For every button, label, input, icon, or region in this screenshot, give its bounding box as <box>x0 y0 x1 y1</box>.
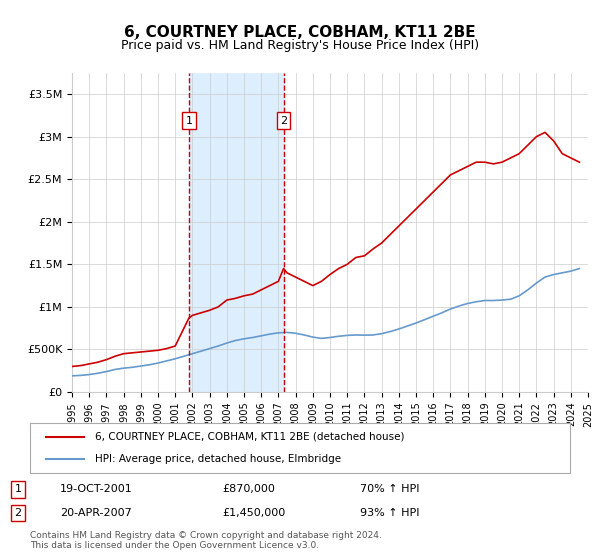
Text: 93% ↑ HPI: 93% ↑ HPI <box>360 508 419 518</box>
Text: 6, COURTNEY PLACE, COBHAM, KT11 2BE (detached house): 6, COURTNEY PLACE, COBHAM, KT11 2BE (det… <box>95 432 404 442</box>
Text: Contains HM Land Registry data © Crown copyright and database right 2024.
This d: Contains HM Land Registry data © Crown c… <box>30 530 382 550</box>
Text: 2: 2 <box>14 508 22 518</box>
Text: 70% ↑ HPI: 70% ↑ HPI <box>360 484 419 494</box>
Text: HPI: Average price, detached house, Elmbridge: HPI: Average price, detached house, Elmb… <box>95 454 341 464</box>
Text: £1,450,000: £1,450,000 <box>222 508 285 518</box>
Text: 1: 1 <box>14 484 22 494</box>
Text: 20-APR-2007: 20-APR-2007 <box>60 508 132 518</box>
Bar <box>189 73 284 392</box>
Text: 2: 2 <box>280 116 287 125</box>
Text: Price paid vs. HM Land Registry's House Price Index (HPI): Price paid vs. HM Land Registry's House … <box>121 39 479 52</box>
Text: 6, COURTNEY PLACE, COBHAM, KT11 2BE: 6, COURTNEY PLACE, COBHAM, KT11 2BE <box>124 25 476 40</box>
Text: £870,000: £870,000 <box>222 484 275 494</box>
Text: 19-OCT-2001: 19-OCT-2001 <box>60 484 133 494</box>
Text: 1: 1 <box>185 116 193 125</box>
